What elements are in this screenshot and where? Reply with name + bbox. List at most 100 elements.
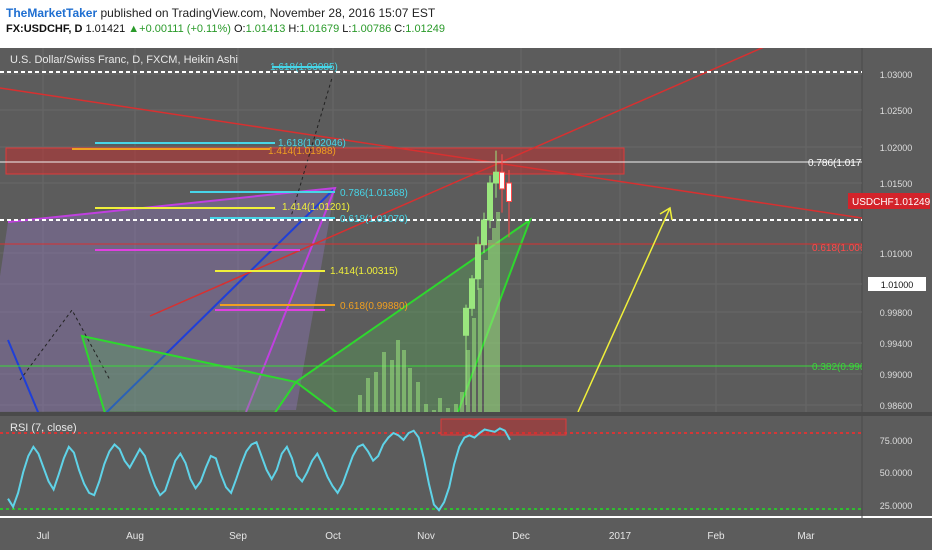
fib-level-label: 0.618(1.01070) xyxy=(340,214,408,225)
price-badge-symbol: USDCHF xyxy=(852,197,894,208)
candle-texture xyxy=(496,212,500,412)
fib-level-label: 1.414(1.01988) xyxy=(268,146,336,157)
price-tick-label: 1.02500 xyxy=(880,106,913,116)
last-price: 1.01421 xyxy=(85,23,126,35)
rsi-pane xyxy=(0,418,862,512)
symbol-label[interactable]: FX:USDCHF, D xyxy=(6,23,83,35)
high-value: 1.01679 xyxy=(299,23,340,35)
close-label: C: xyxy=(394,23,406,35)
price-tick-label: 1.01000 xyxy=(880,249,913,259)
candle-texture xyxy=(358,395,362,412)
candle-texture xyxy=(374,372,378,412)
candle-texture xyxy=(424,404,428,412)
series-title: U.S. Dollar/Swiss Franc, D, FXCM, Heikin… xyxy=(10,54,238,66)
price-tick-label: 1.01500 xyxy=(880,179,913,189)
candle-texture xyxy=(390,360,394,412)
candle-texture xyxy=(382,352,386,412)
quote-line: FX:USDCHF, D 1.01421 ▲+0.00111 (+0.11%) … xyxy=(6,23,445,35)
fib-level-label: 1.618(1.03085) xyxy=(270,62,338,73)
rsi-tick-label: 50.0000 xyxy=(880,468,913,478)
candle-texture xyxy=(408,368,412,412)
time-tick-label: Dec xyxy=(512,531,530,542)
fib-level-label: 0.382(0.99074) xyxy=(812,362,880,373)
price-badge: USDCHF 1.01249 xyxy=(848,193,931,209)
rsi-tick-label: 25.0000 xyxy=(880,501,913,511)
candle-texture xyxy=(488,240,492,412)
chart-svg[interactable]: 1.618(1.03085) 1.618(1.02046)1.414(1.0198… xyxy=(0,44,932,550)
time-tick-label: Jul xyxy=(37,531,50,542)
price-badge-value: 1.01249 xyxy=(894,197,931,208)
candle-texture xyxy=(466,350,470,412)
high-label: H: xyxy=(288,23,300,35)
time-tick-label: Mar xyxy=(797,531,815,542)
time-tick-label: Aug xyxy=(126,531,144,542)
candle-body xyxy=(506,182,512,202)
fib-level-label: 1.414(1.01201) xyxy=(282,202,350,213)
candle-body xyxy=(463,307,469,336)
price-tick-label: 0.99000 xyxy=(880,370,913,380)
blue-pattern-line xyxy=(7,187,336,412)
fib-level-label: 0.618(1.00653) xyxy=(812,243,880,254)
candle-body xyxy=(493,171,499,184)
rsi-red-zone[interactable] xyxy=(440,418,567,436)
close-value: 1.01249 xyxy=(405,23,446,35)
candle-texture xyxy=(446,408,450,412)
fib-level-label: 1.414(1.00315) xyxy=(330,266,398,277)
rsi-title: RSI (7, close) xyxy=(10,422,77,434)
price-tick-label: 1.01000 xyxy=(881,280,914,290)
candle-texture xyxy=(484,260,488,412)
time-axis[interactable]: Jul Aug Sep Oct Nov Dec 2017 Feb Mar xyxy=(37,531,816,542)
rsi-tick-label: 75.0000 xyxy=(880,436,913,446)
chart-header: TheMarketTaker published on TradingView.… xyxy=(0,0,932,44)
open-value: 1.01413 xyxy=(245,23,286,35)
yellow-projection-arrow xyxy=(577,207,671,412)
low-value: 1.00786 xyxy=(351,23,392,35)
candle-body xyxy=(499,171,505,190)
dotted-projection xyxy=(289,77,333,221)
price-tick-label: 0.99800 xyxy=(880,308,913,318)
candle-texture xyxy=(478,288,482,412)
price-badge-background xyxy=(848,193,930,209)
time-tick-label: Oct xyxy=(325,531,341,542)
green-pattern-right xyxy=(294,217,533,412)
fib-level-label: 0.786(1.01778) xyxy=(808,158,876,169)
fib-labels: 1.618(1.03085) 1.618(1.02046)1.414(1.0198… xyxy=(268,62,880,373)
candle-texture xyxy=(454,404,458,412)
open-label: O: xyxy=(233,23,246,35)
red-trendline-down xyxy=(0,87,862,219)
fib-level-label: 0.618(0.99880) xyxy=(340,301,408,312)
rsi-axis[interactable]: 75.0000 50.0000 25.0000 xyxy=(880,436,913,511)
pane-separator[interactable] xyxy=(0,412,932,416)
candle-texture xyxy=(366,378,370,412)
time-tick-label: Sep xyxy=(229,531,247,542)
price-tick-label: 0.99400 xyxy=(880,339,913,349)
time-tick-label: Feb xyxy=(707,531,725,542)
candles xyxy=(358,150,512,412)
chart-area[interactable]: 1.618(1.03085) 1.618(1.02046) 1.414(1.0198… xyxy=(0,44,932,550)
candle-texture xyxy=(438,398,442,412)
candle-texture xyxy=(460,392,464,412)
fib-level-label: 0.786(1.01368) xyxy=(340,188,408,199)
candle-texture xyxy=(492,228,496,412)
author-link[interactable]: TheMarketTaker xyxy=(6,6,98,20)
green-pattern-left xyxy=(80,334,298,412)
yellow-arrow-head xyxy=(659,206,673,221)
red-resistance-zone[interactable] xyxy=(5,147,625,175)
price-tick-label: 1.03000 xyxy=(880,70,913,80)
price-tick-label: 1.02000 xyxy=(880,143,913,153)
candle-texture xyxy=(432,410,436,412)
candle-body xyxy=(475,244,481,280)
publish-line: TheMarketTaker published on TradingView.… xyxy=(6,6,435,20)
candle-body xyxy=(487,182,493,221)
candle-body xyxy=(481,219,487,246)
price-tick-label: 0.98600 xyxy=(880,401,913,411)
candle-texture xyxy=(416,382,420,412)
candle-texture xyxy=(472,318,476,412)
change-up-icon: ▲ xyxy=(128,23,140,35)
main-pane: 1.618(1.03085) 1.618(1.02046)1.414(1.0198… xyxy=(0,48,880,412)
publish-info: published on TradingView.com, November 2… xyxy=(100,6,436,20)
price-axis[interactable]: 1.030001.025001.020001.015001.010001.006… xyxy=(868,70,926,411)
dotted-leg xyxy=(19,309,111,381)
fib-level-label: 1.618(1.02046) xyxy=(278,138,346,149)
candle-texture xyxy=(396,340,400,412)
